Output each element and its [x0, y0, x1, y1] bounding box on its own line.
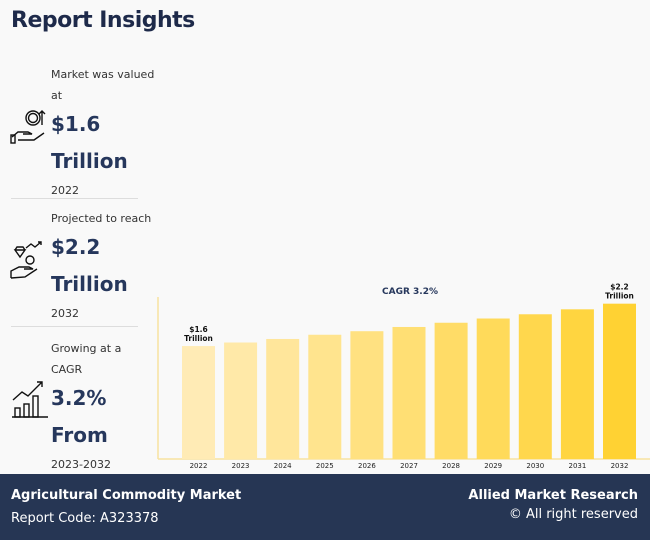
- growth-chart-icon: [12, 381, 48, 418]
- stat-value: $2.2: [51, 235, 101, 259]
- bar-2023: [224, 342, 258, 459]
- bar-chart: CAGR 3.2% 2022 2023 2024 2025 2026 2027 2028 202…: [157, 283, 650, 470]
- report-code: Report Code: A323378: [11, 511, 159, 526]
- stat-label: Market was valued at: [51, 68, 155, 102]
- data-label: $2.2: [610, 283, 629, 292]
- diamond-hand-icon: [10, 241, 42, 279]
- bar-2024: [266, 338, 300, 459]
- stat-year: 2022: [51, 184, 79, 197]
- data-label: Trillion: [184, 334, 213, 343]
- bar-2027: [392, 326, 426, 459]
- stat-projected: Projected to reach $2.2 Trillion 2032: [51, 208, 161, 325]
- tick-label-2029: 2029: [484, 462, 502, 470]
- chart-title: CAGR 3.2%: [382, 287, 438, 297]
- tick-label-2022: 2022: [190, 462, 208, 470]
- stat-label: Projected to reach: [51, 212, 152, 225]
- stat-unit: Trillion: [51, 149, 128, 173]
- tick-label-2031: 2031: [568, 462, 586, 470]
- divider: [11, 198, 138, 199]
- bar-2030: [518, 314, 552, 459]
- bar-2028: [434, 322, 468, 459]
- stat-cagr: Growing at a CAGR 3.2% From 2023-2032: [51, 338, 151, 476]
- stat-year: 2023-2032: [51, 458, 111, 471]
- bar-2032: [603, 303, 636, 459]
- bar-2022: [182, 346, 215, 459]
- bar-2026: [350, 331, 384, 459]
- stat-value: 3.2%: [51, 386, 107, 410]
- tick-label-2023: 2023: [232, 462, 250, 470]
- tick-label-2027: 2027: [400, 462, 418, 470]
- tick-label-2028: 2028: [442, 462, 460, 470]
- money-hand-icon: [10, 110, 46, 144]
- data-label: $1.6: [189, 325, 208, 334]
- tick-label-2024: 2024: [274, 462, 292, 470]
- stat-year: 2032: [51, 307, 79, 320]
- tick-label-2030: 2030: [526, 462, 544, 470]
- bar-2031: [560, 309, 594, 459]
- tick-label-2026: 2026: [358, 462, 376, 470]
- footer: Agricultural Commodity Market Report Cod…: [0, 474, 650, 540]
- stat-value: $1.6: [51, 112, 101, 136]
- stat-label: Growing at a CAGR: [51, 342, 122, 376]
- tick-label-2032: 2032: [611, 462, 629, 470]
- tick-label-2025: 2025: [316, 462, 334, 470]
- bar-2029: [476, 318, 510, 459]
- bar-2025: [308, 334, 342, 459]
- stat-unit: From: [51, 423, 108, 447]
- divider: [11, 326, 138, 327]
- copyright: © All right reserved: [508, 507, 638, 522]
- market-name: Agricultural Commodity Market: [11, 488, 242, 503]
- data-label: Trillion: [605, 292, 634, 301]
- stat-valued: Market was valued at $1.6 Trillion 2022: [51, 64, 161, 202]
- page-title: Report Insights: [11, 8, 195, 33]
- stat-unit: Trillion: [51, 272, 128, 296]
- brand-name: Allied Market Research: [468, 488, 638, 503]
